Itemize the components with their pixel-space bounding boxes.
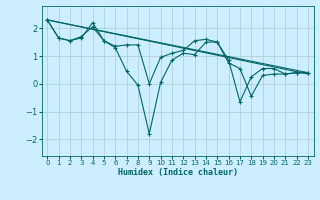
X-axis label: Humidex (Indice chaleur): Humidex (Indice chaleur) bbox=[118, 168, 237, 177]
